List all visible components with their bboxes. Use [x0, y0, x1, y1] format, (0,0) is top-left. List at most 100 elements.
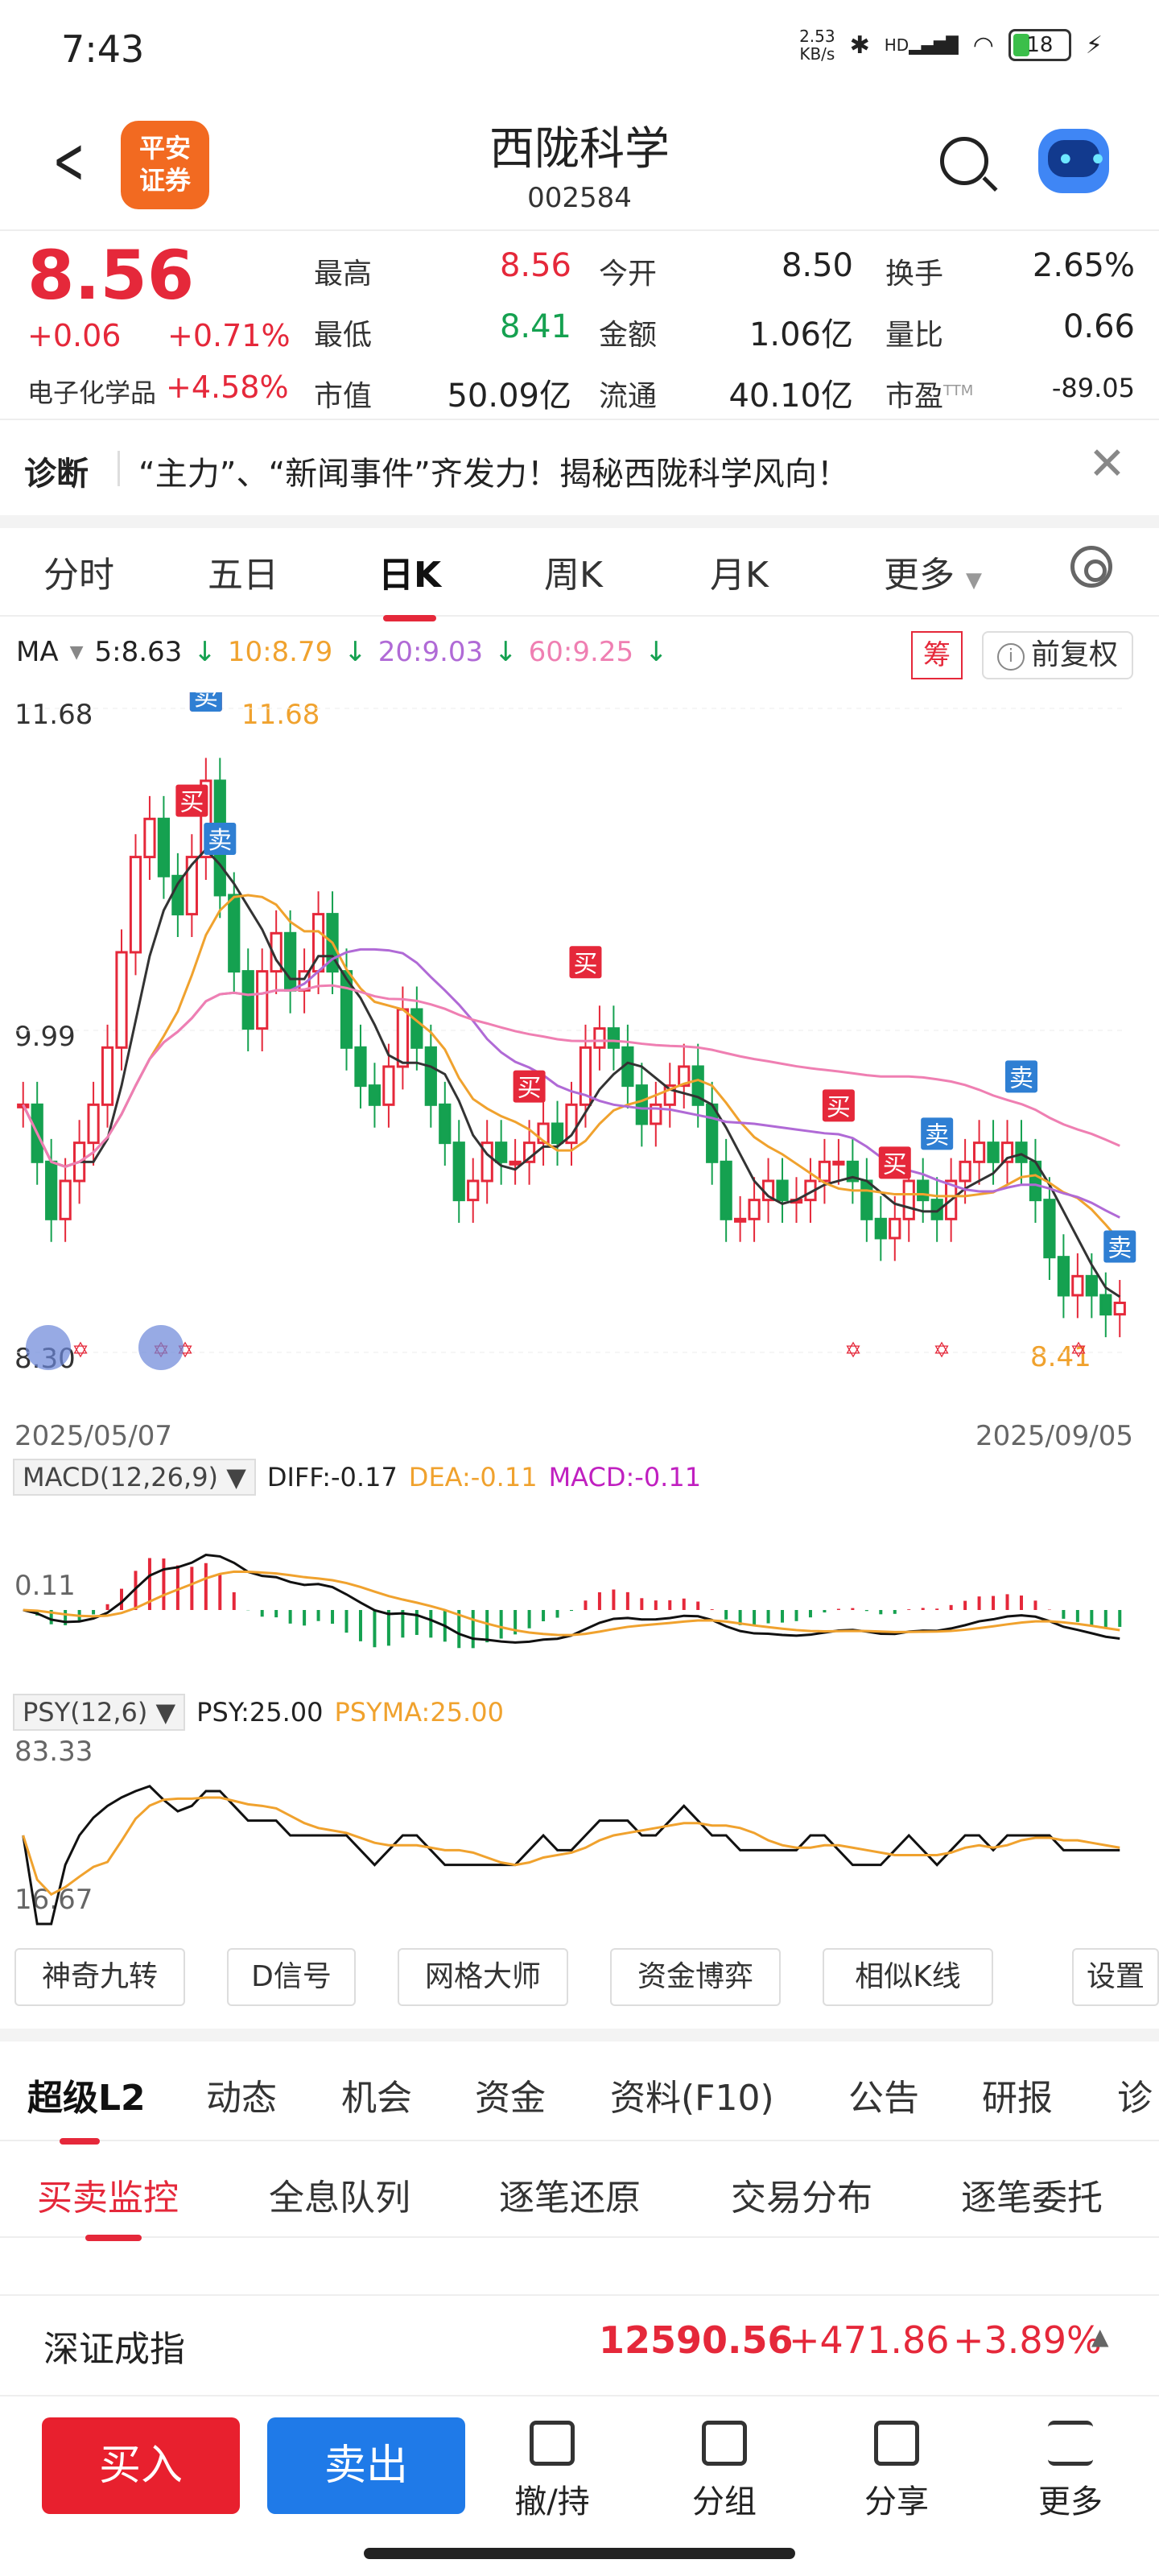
tab-monthly-k[interactable]: 月K	[710, 555, 769, 596]
tab-super-l2[interactable]: 超级L2	[27, 2069, 146, 2145]
candle	[115, 951, 128, 1049]
tab-daily-k[interactable]: 日K	[378, 546, 441, 621]
candle	[818, 1160, 831, 1183]
macd-header[interactable]: MACD(12,26,9) ▼ DIFF:-0.17 DEA:-0.11 MAC…	[13, 1459, 701, 1496]
expand-up-icon[interactable]: ▲	[1091, 2323, 1109, 2350]
tool-d-signal[interactable]: D信号	[227, 1948, 356, 2006]
tab-research[interactable]: 研报	[982, 2078, 1053, 2119]
candle	[354, 1046, 367, 1088]
trade-marker	[513, 1070, 546, 1103]
ma-legend[interactable]: MA ▼ 5:8.63 ↓ 10:8.79 ↓ 20:9.03 ↓ 60:9.25 ↓	[16, 636, 668, 668]
candle	[1043, 1199, 1056, 1259]
candle	[452, 1141, 465, 1202]
more-button[interactable]: 更多	[1006, 2421, 1135, 2522]
psyma-value: PSYMA:25.00	[334, 1697, 504, 1728]
subtab-tick-orders[interactable]: 逐笔委托	[961, 2178, 1103, 2219]
back-arrow-icon[interactable]: <	[52, 123, 85, 198]
trade-marker-label: 买	[179, 789, 204, 817]
close-icon[interactable]: ✕	[1088, 438, 1126, 490]
gear-icon[interactable]	[1070, 546, 1112, 588]
assistant-robot-icon[interactable]	[1038, 129, 1109, 193]
trade-marker	[175, 784, 208, 817]
macd-selector[interactable]: MACD(12,26,9) ▼	[13, 1459, 256, 1496]
group-button[interactable]: 分组	[660, 2421, 789, 2522]
search-icon[interactable]	[940, 137, 988, 185]
tab-five-day[interactable]: 五日	[208, 555, 278, 596]
chip-distribution-button[interactable]: 筹	[911, 631, 963, 679]
candle	[410, 1008, 423, 1049]
diagnosis-banner[interactable]: 诊断 “主力”、“新闻事件”齐发力！揭秘西陇科学风向！ ✕	[0, 419, 1159, 515]
tool-similar-k[interactable]: 相似K线	[823, 1948, 993, 2006]
psyma-line	[22, 1796, 1120, 1897]
tab-funds[interactable]: 资金	[475, 2078, 546, 2119]
candle	[143, 817, 156, 859]
trade-marker	[878, 1146, 911, 1179]
candle	[1099, 1294, 1112, 1316]
buy-button[interactable]: 买入	[42, 2417, 240, 2514]
candle	[776, 1179, 789, 1202]
sector-label[interactable]: 电子化学品	[27, 378, 157, 408]
macd-chart[interactable]	[16, 1497, 1143, 1682]
tab-intraday[interactable]: 分时	[43, 555, 114, 596]
psy-tick-high: 83.33	[14, 1736, 93, 1768]
monitor-subtabs: 买卖监控 全息队列 逐笔还原 交易分布 逐笔委托	[0, 2141, 1159, 2241]
dropdown-caret-icon: ▼	[966, 568, 982, 592]
candle	[860, 1179, 873, 1220]
ma60-line	[22, 984, 1120, 1168]
subtab-trade-distribution[interactable]: 交易分布	[731, 2178, 872, 2219]
psy-selector[interactable]: PSY(12,6) ▼	[13, 1694, 186, 1731]
adjust-mode-button[interactable]: i 前复权	[982, 631, 1133, 679]
tab-diagnosis[interactable]: 诊	[1117, 2078, 1153, 2119]
index-change: +471.86	[789, 2318, 950, 2362]
tool-nine-turn[interactable]: 神奇九转	[14, 1948, 185, 2006]
broker-logo[interactable]: 平安 证券	[121, 121, 209, 209]
candle	[917, 1179, 930, 1202]
tab-f10[interactable]: 资料(F10)	[610, 2078, 774, 2119]
pe-label: 市盈TTM	[885, 380, 974, 413]
trade-marker	[569, 946, 602, 979]
menu-icon	[1048, 2421, 1093, 2466]
expand-icon	[26, 1325, 71, 1370]
tab-more[interactable]: 更多 ▼	[884, 555, 982, 596]
cancel-hold-button[interactable]: 撤/持	[488, 2421, 617, 2522]
subtab-trade-monitor[interactable]: 买卖监控	[37, 2169, 179, 2241]
tool-grid-master[interactable]: 网格大师	[398, 1948, 568, 2006]
psy-header[interactable]: PSY(12,6) ▼ PSY:25.00 PSYMA:25.00	[13, 1694, 504, 1731]
max-price-label: 11.68	[241, 699, 320, 731]
psy-chart[interactable]	[16, 1731, 1143, 1932]
dea-line	[23, 1570, 1120, 1637]
divider	[0, 2029, 1159, 2041]
home-indicator[interactable]	[364, 2548, 795, 2559]
macd-value: MACD:-0.11	[548, 1462, 702, 1492]
sell-button[interactable]: 卖出	[267, 2417, 465, 2514]
subtab-tick-replay[interactable]: 逐笔还原	[499, 2178, 641, 2219]
sector-change[interactable]: +4.58%	[166, 369, 289, 405]
candlestick-chart[interactable]: 买头卖卖买买买卖买卖卖✡✡✡✡✡✡	[16, 692, 1143, 1401]
subtab-order-queue[interactable]: 全息队列	[269, 2178, 410, 2219]
divider	[0, 515, 1159, 528]
float-label: 流通	[599, 380, 658, 413]
undo-icon	[530, 2421, 575, 2466]
tab-announcements[interactable]: 公告	[848, 2078, 919, 2119]
diagnosis-message[interactable]: “主力”、“新闻事件”齐发力！揭秘西陇科学风向！	[138, 456, 849, 493]
share-button[interactable]: 分享	[832, 2421, 961, 2522]
index-change-pct: +3.89%	[953, 2318, 1102, 2362]
index-ticker[interactable]: 深证成指 12590.56 +471.86 +3.89% ▲	[0, 2294, 1159, 2383]
share-icon	[874, 2421, 919, 2466]
tab-news[interactable]: 动态	[206, 2078, 277, 2119]
dropdown-caret-icon[interactable]: ▼	[69, 642, 84, 663]
tab-weekly-k[interactable]: 周K	[544, 555, 603, 596]
ma5-line	[22, 847, 1121, 1298]
tool-settings[interactable]: 设置	[1072, 1948, 1159, 2006]
candle	[129, 856, 142, 954]
charging-icon: ⚡	[1085, 31, 1103, 60]
stock-header: < 平安 证券 西陇科学 002584	[0, 105, 1159, 225]
candle	[734, 1217, 747, 1223]
ma-label: MA	[16, 636, 59, 668]
event-star-icon: ✡	[72, 1339, 89, 1363]
tool-fund-game[interactable]: 资金博弈	[610, 1948, 781, 2006]
tab-opportunity[interactable]: 机会	[341, 2078, 412, 2119]
mcap-label: 市值	[314, 380, 373, 413]
candle	[284, 931, 297, 992]
y-tick-mid: 9.99	[14, 1021, 76, 1053]
